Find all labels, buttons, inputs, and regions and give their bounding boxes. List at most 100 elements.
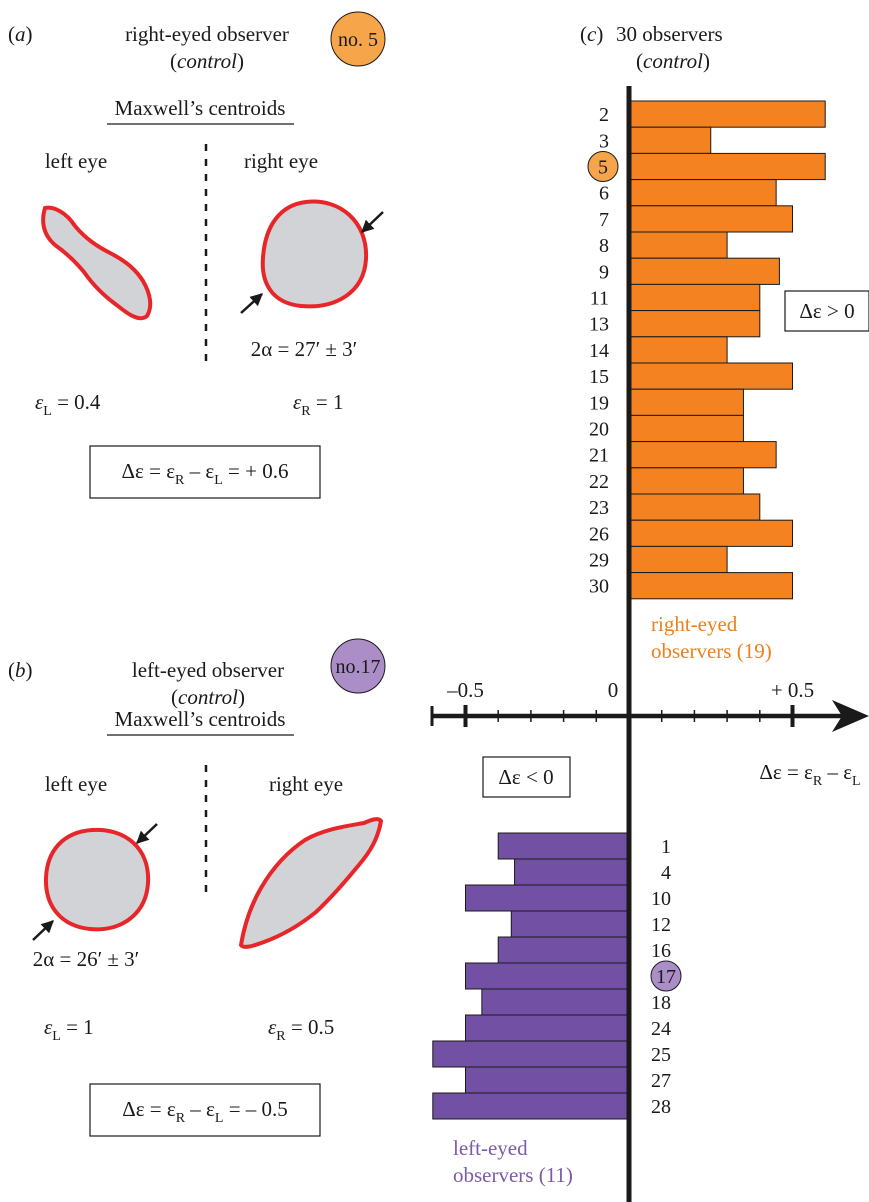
bar-label-15: 15 bbox=[589, 366, 609, 388]
bar-label-17: 17 bbox=[656, 966, 676, 988]
right-eyed-group-label-2: observers (19) bbox=[651, 639, 772, 663]
bar-observer-13 bbox=[628, 310, 761, 338]
bar-label-30: 30 bbox=[589, 576, 609, 598]
panel-a-alpha: 2α = 27′ ± 3′ bbox=[251, 337, 358, 361]
x-axis-arrow-icon bbox=[832, 700, 869, 732]
panel-a-eps-right: εR = 1 bbox=[293, 390, 343, 419]
panel-a-delta-box bbox=[89, 445, 321, 499]
right-eye-centroid-shape bbox=[260, 199, 369, 309]
bar-observer-24 bbox=[465, 1014, 630, 1042]
bar-label-28: 28 bbox=[651, 1096, 671, 1118]
bar-label-25: 25 bbox=[651, 1044, 671, 1066]
bar-observer-21 bbox=[628, 441, 777, 469]
left-eyed-group-label-2: observers (11) bbox=[453, 1163, 573, 1187]
bar-label-5: 5 bbox=[598, 157, 608, 179]
panel-c-title: 30 observers bbox=[616, 22, 723, 46]
bar-observer-23 bbox=[628, 493, 761, 521]
x-tick-label-1: 0 bbox=[608, 678, 619, 702]
x-axis: –0.5 0 + 0.5 bbox=[430, 678, 869, 732]
bar-label-10: 10 bbox=[651, 888, 671, 910]
bar-observer-25 bbox=[432, 1040, 630, 1068]
panel-b-left-eye-label: left eye bbox=[45, 772, 107, 796]
panel-a-arrow-top-icon bbox=[361, 211, 384, 233]
panel-b-eps-right: εR = 0.5 bbox=[268, 1015, 334, 1044]
panel-b-delta-text: Δε = εR – εL = – 0.5 bbox=[122, 1097, 288, 1126]
panel-b-right-eye-label: right eye bbox=[269, 772, 343, 796]
panel-b-heading: Maxwell’s centroids bbox=[115, 707, 286, 731]
panel-a-arrow-bottom-icon bbox=[240, 293, 263, 314]
panel-c: (c) 30 observers (control) 2356789111314… bbox=[430, 22, 869, 1202]
bar-observer-1 bbox=[497, 832, 630, 860]
bar-label-3: 3 bbox=[599, 130, 609, 152]
left-eye-centroid-shape bbox=[41, 205, 153, 321]
highlight-circle-17 bbox=[650, 960, 682, 992]
highlight-circle-5 bbox=[587, 151, 619, 182]
bar-observer-27 bbox=[465, 1066, 630, 1094]
bar-label-8: 8 bbox=[599, 235, 609, 257]
panel-a-subtitle: (control) bbox=[170, 49, 244, 73]
bar-observer-2 bbox=[628, 100, 826, 128]
bar-label-14: 14 bbox=[589, 340, 609, 362]
panel-b-subtitle: (control) bbox=[171, 685, 245, 709]
bar-observer-10 bbox=[465, 884, 630, 912]
x-axis-label: Δε = εR – εL bbox=[759, 760, 860, 789]
bar-label-7: 7 bbox=[599, 209, 609, 231]
bar-label-13: 13 bbox=[589, 314, 609, 336]
bar-observer-3 bbox=[628, 126, 712, 154]
bar-observer-4 bbox=[514, 858, 630, 886]
bar-observer-17 bbox=[465, 962, 630, 990]
right-eye-centroid-shape-b bbox=[238, 817, 384, 949]
x-tick-label-2: + 0.5 bbox=[771, 678, 814, 702]
negative-box-label: Δε < 0 bbox=[498, 765, 553, 789]
bar-observer-22 bbox=[628, 467, 744, 495]
left-eyed-group-label-1: left-eyed bbox=[453, 1136, 528, 1160]
badge-observer-5-label: no. 5 bbox=[338, 29, 378, 51]
bar-observer-6 bbox=[628, 179, 777, 207]
right-eyed-group-label-1: right-eyed bbox=[651, 612, 738, 636]
bar-observer-11 bbox=[628, 283, 761, 312]
bar-label-19: 19 bbox=[589, 392, 609, 414]
bar-label-21: 21 bbox=[589, 445, 609, 467]
bar-observer-5 bbox=[628, 152, 826, 181]
panel-b-delta-box bbox=[89, 1083, 321, 1137]
bar-label-20: 20 bbox=[589, 419, 609, 441]
panel-b-title: left-eyed observer bbox=[132, 658, 284, 682]
bar-label-26: 26 bbox=[589, 523, 609, 545]
bar-label-23: 23 bbox=[589, 497, 609, 519]
bar-observer-28 bbox=[432, 1092, 630, 1120]
bar-observer-20 bbox=[628, 414, 744, 443]
bar-observer-7 bbox=[628, 205, 793, 233]
panel-a: (a) right-eyed observer (control) no. 5 … bbox=[8, 11, 386, 499]
bar-label-11: 11 bbox=[590, 288, 609, 310]
positive-box bbox=[784, 290, 869, 332]
bar-label-22: 22 bbox=[589, 471, 609, 493]
panel-c-letter: (c) bbox=[580, 22, 603, 46]
panel-a-title: right-eyed observer bbox=[125, 22, 289, 46]
positive-box-label: Δε > 0 bbox=[799, 299, 854, 323]
bar-label-9: 9 bbox=[599, 261, 609, 283]
bar-observer-19 bbox=[628, 388, 744, 416]
panel-c-subtitle: (control) bbox=[636, 49, 710, 73]
left-eye-centroid-shape-b bbox=[43, 827, 151, 932]
bars-layer bbox=[432, 100, 826, 1120]
bar-observer-26 bbox=[628, 519, 793, 547]
bar-observer-29 bbox=[628, 545, 728, 574]
panel-a-left-eye-label: left eye bbox=[45, 149, 107, 173]
panel-b: (b) left-eyed observer (control) no.17 M… bbox=[8, 638, 386, 1137]
bar-label-1: 1 bbox=[661, 836, 671, 858]
bar-label-6: 6 bbox=[599, 183, 609, 205]
bar-observer-30 bbox=[628, 572, 793, 600]
bar-observer-12 bbox=[510, 910, 630, 938]
badge-observer-17-label: no.17 bbox=[336, 656, 381, 678]
bar-label-29: 29 bbox=[589, 550, 609, 572]
bar-observer-8 bbox=[628, 231, 728, 259]
x-tick-label-0: –0.5 bbox=[446, 678, 484, 702]
bar-label-24: 24 bbox=[651, 1018, 671, 1040]
panel-a-letter: (a) bbox=[8, 22, 33, 46]
panel-a-right-eye-label: right eye bbox=[244, 149, 318, 173]
bar-observer-14 bbox=[628, 336, 728, 364]
bar-observer-16 bbox=[497, 936, 630, 964]
bar-label-18: 18 bbox=[651, 992, 671, 1014]
bar-observer-9 bbox=[628, 257, 780, 285]
panel-a-delta-text: Δε = εR – εL = + 0.6 bbox=[122, 459, 289, 488]
